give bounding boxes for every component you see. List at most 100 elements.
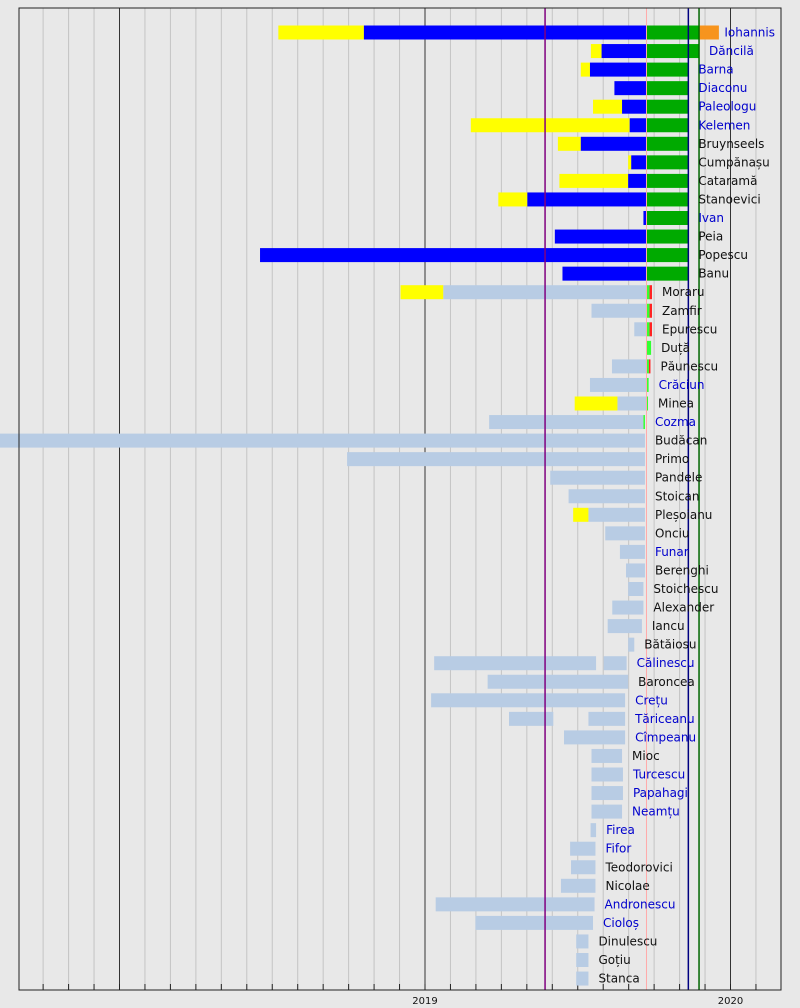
bar-timeline: [611, 359, 647, 374]
bar-primary-campaign: [470, 118, 630, 133]
bar-timeline: [570, 841, 596, 856]
bar-timeline: [576, 934, 589, 949]
candidate-label[interactable]: Neamțu: [632, 805, 680, 819]
bar-timeline: [591, 804, 623, 819]
bar-timeline: [591, 748, 623, 763]
candidate-label[interactable]: Paleologu: [698, 100, 756, 114]
candidate-label: Berenghi: [655, 563, 709, 577]
plot-frame: [18, 7, 782, 991]
bar-withdrawn: [646, 322, 650, 337]
bar-timeline: [576, 971, 589, 986]
candidate-label: Pleșoianu: [655, 508, 712, 522]
bar-primary-campaign: [628, 155, 632, 170]
candidate-label[interactable]: Dăncilă: [709, 44, 754, 58]
bar-timeline: [590, 823, 597, 838]
bar-candidate: [631, 155, 647, 170]
bar-first-round: [646, 211, 689, 225]
candidate-label: Banu: [698, 267, 729, 281]
candidate-label: Popescu: [698, 248, 748, 262]
candidate-label: Alexander: [653, 601, 714, 615]
candidate-label[interactable]: Barna: [698, 63, 733, 77]
x-axis: 2019 2020: [412, 996, 743, 1007]
candidate-label: Cumpănașu: [698, 155, 769, 169]
bar-first-round: [646, 229, 689, 244]
candidate-label[interactable]: Andronescu: [605, 897, 676, 911]
event-markers: [544, 8, 700, 990]
bar-timeline: [487, 674, 629, 689]
candidate-label: Epurescu: [662, 322, 717, 336]
candidate-label[interactable]: Tăriceanu: [634, 712, 695, 726]
candidate-label: Peia: [698, 230, 723, 244]
candidate-label[interactable]: Iohannis: [724, 26, 775, 40]
bar-primary-campaign: [590, 44, 602, 59]
candidate-label: Stanca: [598, 972, 639, 986]
bar-excluded: [649, 285, 652, 300]
bar-candidate: [622, 99, 647, 114]
bar-timeline: [434, 656, 597, 671]
bar-candidate: [601, 44, 647, 59]
candidate-label[interactable]: Crețu: [635, 693, 668, 707]
bar-withdrawn: [646, 396, 649, 411]
bar-timeline: [550, 470, 645, 485]
bar-timeline: [626, 563, 645, 578]
candidate-label: Zamfir: [662, 304, 702, 318]
candidate-label: Nicolae: [605, 879, 649, 893]
candidate-label: Pandele: [655, 471, 702, 485]
candidate-label[interactable]: Cîmpeanu: [635, 730, 696, 744]
bar-candidate: [629, 118, 647, 133]
bar-primary-campaign: [559, 173, 629, 188]
candidate-label: Păunescu: [660, 359, 718, 373]
bar-timeline: [605, 526, 645, 541]
candidate-label: Goțiu: [598, 953, 630, 967]
bar-candidate: [260, 248, 647, 263]
bar-timeline: [628, 582, 644, 596]
candidate-bars: [0, 25, 719, 986]
bar-timeline: [591, 786, 623, 801]
candidate-label[interactable]: Firea: [606, 823, 635, 837]
candidate-label[interactable]: Cozma: [655, 415, 696, 429]
bar-excluded: [648, 359, 651, 374]
bar-timeline: [435, 897, 595, 912]
bar-timeline: [612, 600, 644, 615]
bar-timeline: [489, 415, 644, 430]
bar-candidate: [643, 211, 647, 225]
bar-timeline: [347, 452, 645, 467]
bar-candidate: [363, 25, 647, 40]
bar-timeline: [588, 507, 645, 522]
candidate-label: Minea: [658, 397, 694, 411]
bar-first-round: [646, 81, 689, 96]
x-tick-label: 2020: [718, 996, 743, 1007]
bar-timeline: [564, 730, 626, 745]
candidate-label[interactable]: Papahagi: [633, 786, 688, 800]
candidate-label[interactable]: Cioloș: [603, 916, 639, 930]
candidate-label[interactable]: Ivan: [698, 211, 724, 225]
bar-timeline: [617, 396, 647, 411]
candidate-label: Bătăiosu: [644, 638, 696, 652]
candidate-label[interactable]: Kelemen: [698, 118, 750, 132]
bar-primary-campaign: [574, 396, 618, 411]
candidate-label[interactable]: Turcescu: [632, 768, 685, 782]
candidate-label[interactable]: Funar: [655, 545, 689, 559]
candidate-label[interactable]: Fifor: [605, 842, 631, 856]
bar-first-round: [646, 173, 689, 188]
candidate-label[interactable]: Crăciun: [659, 378, 705, 392]
bar-second-round: [699, 25, 719, 40]
bar-timeline: [571, 860, 596, 875]
bar-withdrawn: [646, 359, 649, 374]
bar-withdrawn: [646, 303, 650, 318]
bar-first-round: [646, 62, 689, 77]
candidate-label: Cataramă: [698, 174, 757, 188]
bar-candidate: [589, 62, 647, 77]
candidate-label[interactable]: Călinescu: [637, 656, 695, 670]
candidate-label: Budăcan: [655, 434, 707, 448]
bar-candidate: [628, 173, 647, 188]
bar-primary-campaign: [557, 136, 581, 151]
candidate-label: Iancu: [652, 619, 685, 633]
bar-excluded: [649, 322, 652, 337]
bar-withdrawn: [646, 340, 652, 355]
bar-candidate: [527, 192, 647, 207]
bar-timeline: [619, 544, 645, 559]
candidate-label[interactable]: Diaconu: [698, 81, 747, 95]
bar-primary-campaign: [593, 99, 623, 114]
